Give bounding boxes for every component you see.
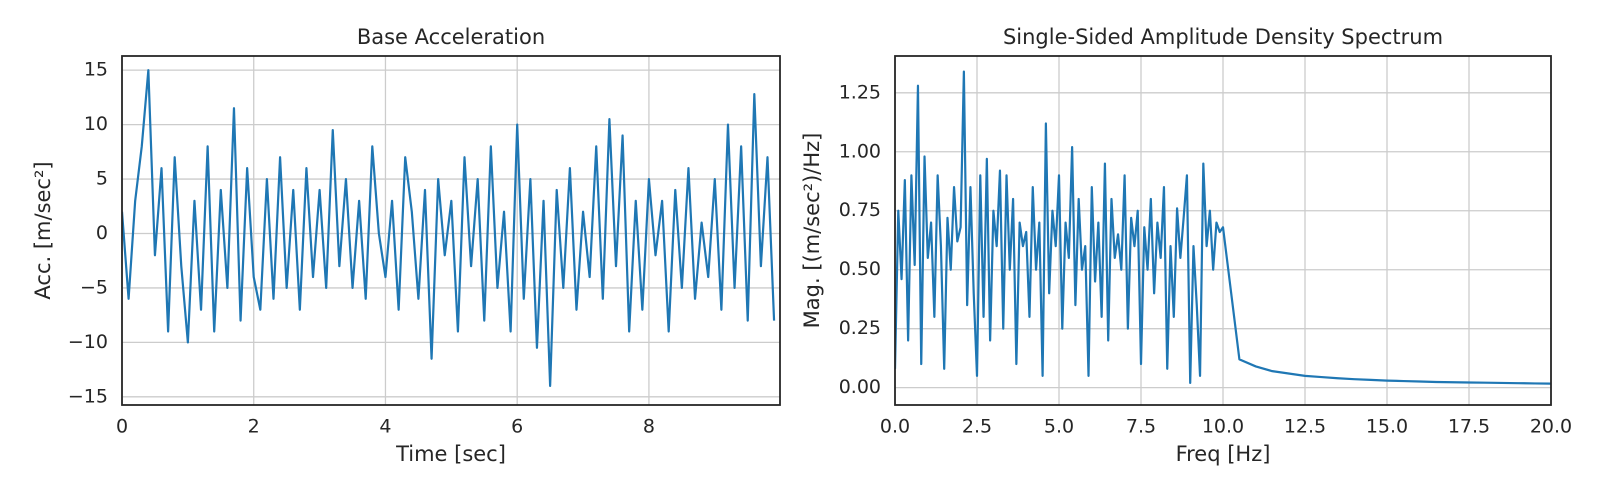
y-tick-label: −10 [68,331,108,353]
x-tick-label: 4 [379,416,391,438]
y-tick-label: 5 [96,168,108,190]
y-tick-label: 1.00 [839,140,881,162]
x-axis-label: Time [sec] [395,442,506,466]
x-tick-label: 0.0 [880,416,910,438]
x-tick-label: 0 [116,416,128,438]
x-tick-label: 8 [643,416,655,438]
y-axis-label: Mag. [(m/sec²)/Hz] [800,133,824,329]
y-axis-label: Acc. [m/sec²] [31,161,55,299]
x-tick-label: 15.0 [1366,416,1408,438]
x-tick-label: 10.0 [1202,416,1244,438]
y-tick-label: 0.50 [839,258,881,280]
chart-title: Single-Sided Amplitude Density Spectrum [1003,25,1443,49]
x-tick-label: 20.0 [1530,416,1572,438]
x-tick-label: 7.5 [1126,416,1156,438]
x-tick-label: 12.5 [1284,416,1326,438]
y-tick-label: 10 [84,113,108,135]
x-tick-label: 5.0 [1044,416,1074,438]
y-tick-label: −5 [80,276,108,298]
axes-frame [121,55,781,406]
data-line [122,69,776,388]
x-tick-label: 2.5 [962,416,992,438]
x-tick-label: 2 [248,416,260,438]
data-line [895,70,1551,385]
y-tick-label: 0.75 [839,199,881,221]
x-tick-label: 17.5 [1448,416,1490,438]
axes-frame [894,55,1552,406]
x-tick-label: 6 [511,416,523,438]
y-tick-label: 0.25 [839,317,881,339]
y-tick-label: −15 [68,385,108,407]
y-tick-label: 0 [96,222,108,244]
chart-title: Base Acceleration [357,25,545,49]
y-tick-label: 1.25 [839,81,881,103]
y-tick-label: 15 [84,59,108,81]
y-tick-label: 0.00 [839,376,881,398]
x-axis-label: Freq [Hz] [1176,442,1271,466]
